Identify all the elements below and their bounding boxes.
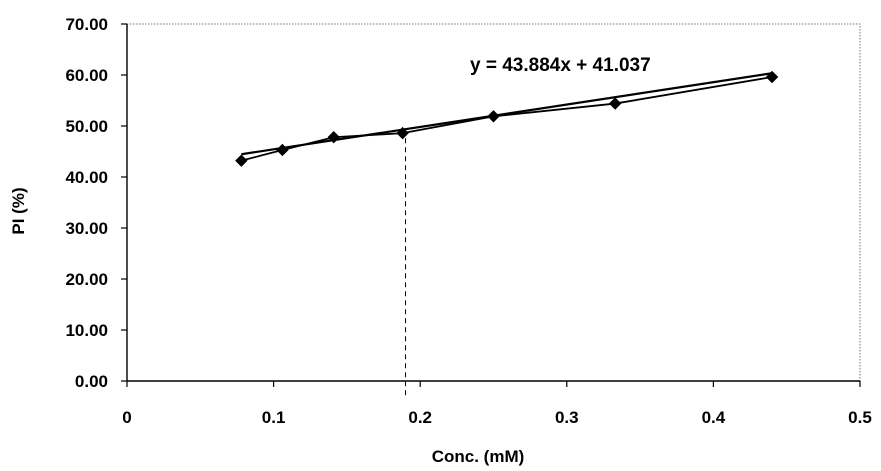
- data-point: [487, 110, 500, 123]
- y-tick-label: 30.00: [65, 219, 108, 238]
- data-point: [235, 154, 248, 167]
- data-point: [327, 131, 340, 144]
- series-line: [241, 76, 773, 162]
- x-tick-label: 0.4: [702, 408, 726, 427]
- data-point: [608, 97, 622, 110]
- x-tick-label: 0.1: [262, 408, 286, 427]
- trendline: [241, 72, 773, 156]
- x-tick-label: 0: [122, 408, 131, 427]
- x-axis-title: Conc. (mM): [432, 447, 525, 466]
- y-tick-label: 20.00: [65, 270, 108, 289]
- y-axis-title-group: PI (%): [9, 187, 28, 234]
- y-tick-label: 50.00: [65, 117, 108, 136]
- y-tick-label: 0.00: [75, 372, 108, 391]
- data-point: [276, 143, 289, 157]
- y-tick-label: 10.00: [65, 321, 108, 340]
- trendline-equation: y = 43.884x + 41.037: [470, 55, 651, 76]
- x-tick-label: 0.5: [848, 408, 872, 427]
- x-tick-label: 0.2: [408, 408, 432, 427]
- y-tick-label: 70.00: [65, 15, 108, 34]
- y-axis-title: PI (%): [9, 187, 28, 234]
- y-tick-label: 40.00: [65, 168, 108, 187]
- x-tick-label: 0.3: [555, 408, 579, 427]
- data-point: [765, 70, 779, 84]
- data-point: [396, 126, 409, 140]
- y-tick-label: 60.00: [65, 66, 108, 85]
